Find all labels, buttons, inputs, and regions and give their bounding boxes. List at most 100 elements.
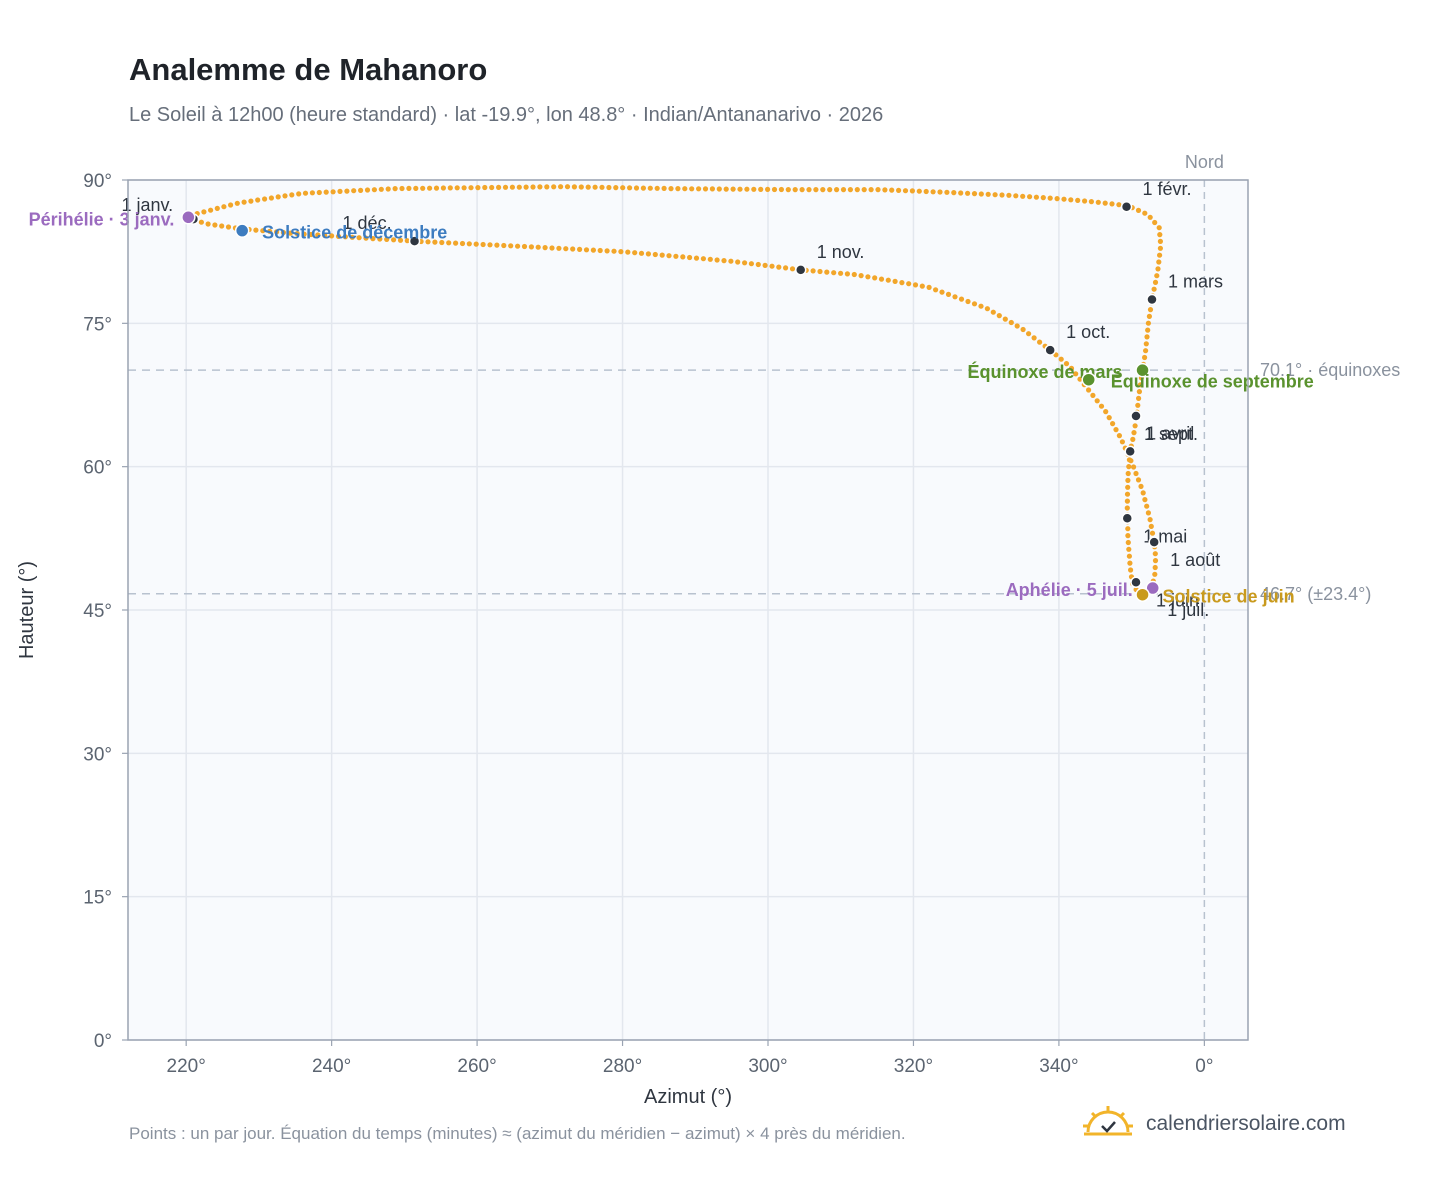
analemma-point xyxy=(590,247,597,253)
analemma-point xyxy=(1088,199,1094,205)
analemma-point xyxy=(640,185,647,191)
analemma-point xyxy=(909,188,916,194)
analemma-point xyxy=(1119,439,1125,445)
analemma-point xyxy=(1054,196,1060,202)
analemma-point xyxy=(447,185,453,191)
analemma-point xyxy=(1125,470,1131,477)
analemma-point xyxy=(482,184,488,191)
analemma-point xyxy=(1135,207,1142,213)
analemma-point xyxy=(1002,316,1008,322)
analemma-point xyxy=(302,190,309,196)
y-tick-label: 90° xyxy=(83,171,112,192)
analemma-point xyxy=(792,187,798,193)
analemma-point xyxy=(1068,365,1075,371)
analemma-point xyxy=(1149,530,1156,536)
analemma-point xyxy=(509,184,515,190)
analemma-point xyxy=(542,245,548,251)
brand-name: calendriersolaire.com xyxy=(1146,1112,1346,1135)
analemma-point xyxy=(930,189,936,195)
analemma-point xyxy=(638,250,645,256)
analemma-point xyxy=(406,185,412,191)
analemma-point xyxy=(1157,252,1163,258)
analemma-point xyxy=(1086,387,1092,393)
analemma-point xyxy=(971,301,978,307)
y-tick-label: 45° xyxy=(83,601,112,622)
chart-subtitle: Le Soleil à 12h00 (heure standard) · lat… xyxy=(129,104,884,126)
month-marker xyxy=(1146,293,1158,306)
analemma-point xyxy=(515,243,521,249)
analemma-point xyxy=(1063,361,1070,367)
analemma-point xyxy=(1075,197,1081,203)
analemma-point xyxy=(308,231,314,238)
analemma-point xyxy=(990,309,996,315)
analemma-point xyxy=(289,192,295,198)
analemma-point xyxy=(1128,458,1134,464)
analemma-point xyxy=(577,246,583,252)
analemma-point xyxy=(1068,197,1074,203)
analemma-point xyxy=(1006,192,1012,198)
brand[interactable]: calendriersolaire.com xyxy=(1082,1104,1346,1144)
analemma-point xyxy=(971,191,978,197)
analemma-point xyxy=(274,229,280,235)
y-tick-label: 75° xyxy=(83,314,112,335)
analemma-point xyxy=(978,191,984,197)
analemma-point xyxy=(496,184,502,190)
analemma-point xyxy=(1125,484,1131,490)
analemma-point xyxy=(1152,571,1158,577)
analemma-point xyxy=(1152,279,1159,285)
analemma-point xyxy=(1130,436,1136,442)
analemma-point xyxy=(322,232,328,238)
analemma-point xyxy=(789,266,796,272)
month-marker xyxy=(794,264,807,276)
analemma-point xyxy=(902,188,909,194)
analemma-point xyxy=(978,303,984,309)
analemma-point xyxy=(1145,320,1151,326)
month-marker xyxy=(1130,576,1142,589)
analemma-point xyxy=(219,223,225,229)
analemma-point xyxy=(1135,402,1141,408)
month-marker-label: 1 févr. xyxy=(1143,179,1192,199)
analemma-point xyxy=(214,205,220,211)
y-axis-label: Hauteur (°) xyxy=(16,561,38,659)
analemma-point xyxy=(549,245,555,251)
analemma-point xyxy=(1109,201,1115,207)
sun-logo-icon xyxy=(1083,1106,1133,1136)
analemma-point xyxy=(872,275,878,281)
analemma-point xyxy=(820,187,826,193)
analemma-point xyxy=(604,248,610,254)
grid xyxy=(128,179,1248,1041)
analemma-point xyxy=(556,245,562,251)
analemma-curve xyxy=(187,184,1163,597)
analemma-point xyxy=(755,261,761,268)
analemma-point xyxy=(1148,523,1154,530)
analemma-point xyxy=(748,261,755,267)
analemma-point xyxy=(413,185,419,191)
analemma-point xyxy=(647,185,653,191)
x-tick-label: 300° xyxy=(748,1056,787,1077)
analemma-point xyxy=(262,196,268,202)
month-marker-label: 1 mars xyxy=(1168,271,1223,291)
analemma-point xyxy=(633,185,640,191)
analemma-point xyxy=(716,186,722,192)
analemma-point xyxy=(817,268,823,275)
analemma-point xyxy=(337,188,343,194)
analemma-point xyxy=(844,271,851,277)
analemma-point xyxy=(912,282,919,288)
analemma-point xyxy=(1125,539,1131,546)
analemma-point xyxy=(397,237,404,243)
analemma-point xyxy=(1145,510,1151,516)
analemma-point xyxy=(1082,198,1088,204)
analemma-point xyxy=(1026,331,1032,337)
analemma-point xyxy=(865,274,871,280)
analemma-point xyxy=(620,185,626,191)
analemma-point xyxy=(516,184,522,190)
analemma-point xyxy=(776,264,782,270)
analemma-point xyxy=(275,194,281,200)
analemma-point xyxy=(1151,286,1157,292)
x-tick-label: 340° xyxy=(1039,1056,1078,1077)
analemma-point xyxy=(433,185,440,191)
analemma-point xyxy=(280,229,286,236)
analemma-point xyxy=(1128,567,1134,573)
analemma-point xyxy=(1113,427,1119,433)
